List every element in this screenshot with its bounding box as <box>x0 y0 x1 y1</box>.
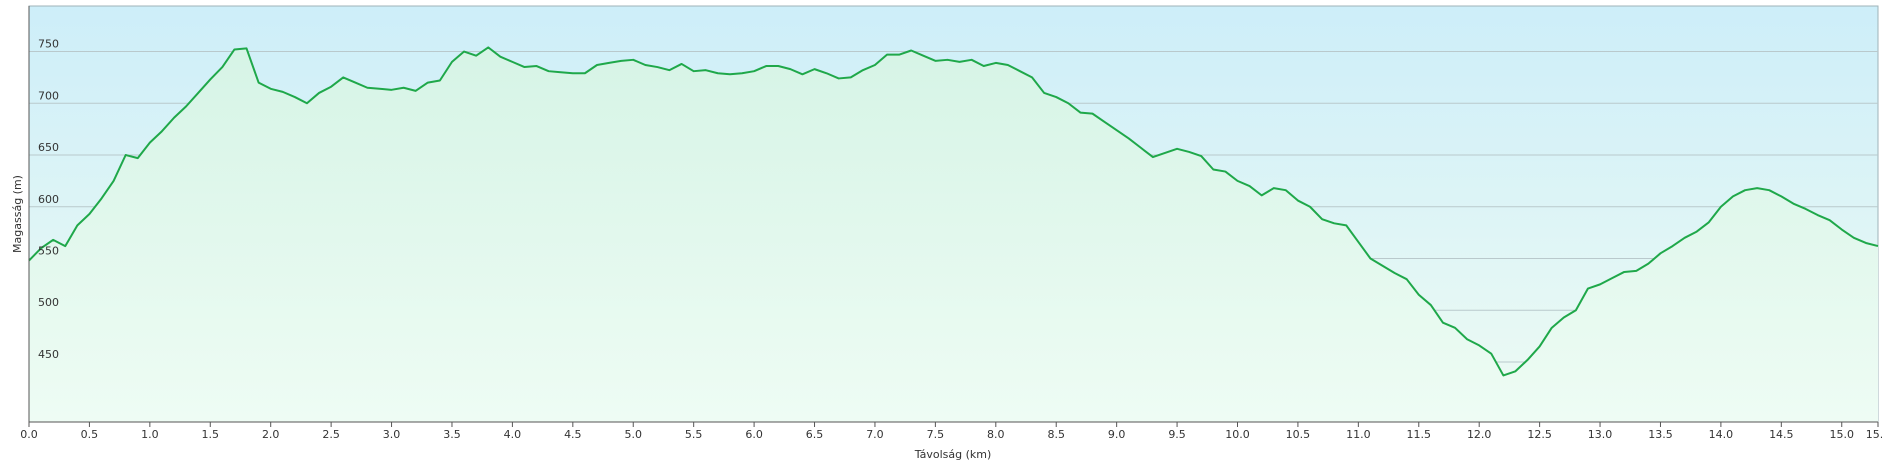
x-tick-label: 7.0 <box>866 428 884 441</box>
x-tick-label: 7.5 <box>927 428 945 441</box>
x-tick-label: 14.5 <box>1769 428 1794 441</box>
y-tick-label: 450 <box>38 348 59 361</box>
y-tick-label: 600 <box>38 193 59 206</box>
x-tick-label: 2.0 <box>262 428 280 441</box>
x-axis-title: Távolság (km) <box>914 448 992 461</box>
x-tick-label: 11.5 <box>1407 428 1432 441</box>
x-tick-label: 4.0 <box>504 428 522 441</box>
x-tick-label: 9.0 <box>1108 428 1126 441</box>
x-tick-label: 2.5 <box>322 428 340 441</box>
x-tick-label: 3.5 <box>443 428 461 441</box>
elevation-line <box>28 46 1879 377</box>
x-tick-label: 13.5 <box>1648 428 1673 441</box>
x-tick-label: 6.5 <box>806 428 824 441</box>
x-tick-label: 13.0 <box>1588 428 1613 441</box>
y-tick-label: 700 <box>38 89 59 102</box>
x-tick-label: 14.0 <box>1709 428 1734 441</box>
x-tick-label: 4.5 <box>564 428 582 441</box>
x-tick-label: 1.0 <box>141 428 159 441</box>
y-tick-label: 550 <box>38 244 59 257</box>
x-tick-label: 5.0 <box>624 428 642 441</box>
x-tick-label: 15.0 <box>1829 428 1854 441</box>
y-tick-label: 750 <box>38 38 59 51</box>
y-axis-title: Magasság (m) <box>11 175 24 253</box>
x-tick-label: 0.5 <box>81 428 99 441</box>
x-tick-label: 3.0 <box>383 428 401 441</box>
x-tick-label: 12.0 <box>1467 428 1492 441</box>
elevation-area <box>29 47 1878 422</box>
x-tick-label: 8.5 <box>1047 428 1065 441</box>
x-tick-label: 15.3 <box>1866 428 1882 441</box>
x-tick-label: 12.5 <box>1527 428 1552 441</box>
y-tick-label: 650 <box>38 141 59 154</box>
x-tick-label: 5.5 <box>685 428 703 441</box>
x-tick-label: 10.0 <box>1225 428 1250 441</box>
x-tick-label: 11.0 <box>1346 428 1371 441</box>
x-tick-label: 6.0 <box>745 428 763 441</box>
y-tick-label: 500 <box>38 296 59 309</box>
x-tick-label: 10.5 <box>1286 428 1311 441</box>
x-tick-label: 1.5 <box>202 428 220 441</box>
x-tick-label: 9.5 <box>1168 428 1186 441</box>
x-tick-label: 0.0 <box>20 428 38 441</box>
x-tick-label: 8.0 <box>987 428 1005 441</box>
